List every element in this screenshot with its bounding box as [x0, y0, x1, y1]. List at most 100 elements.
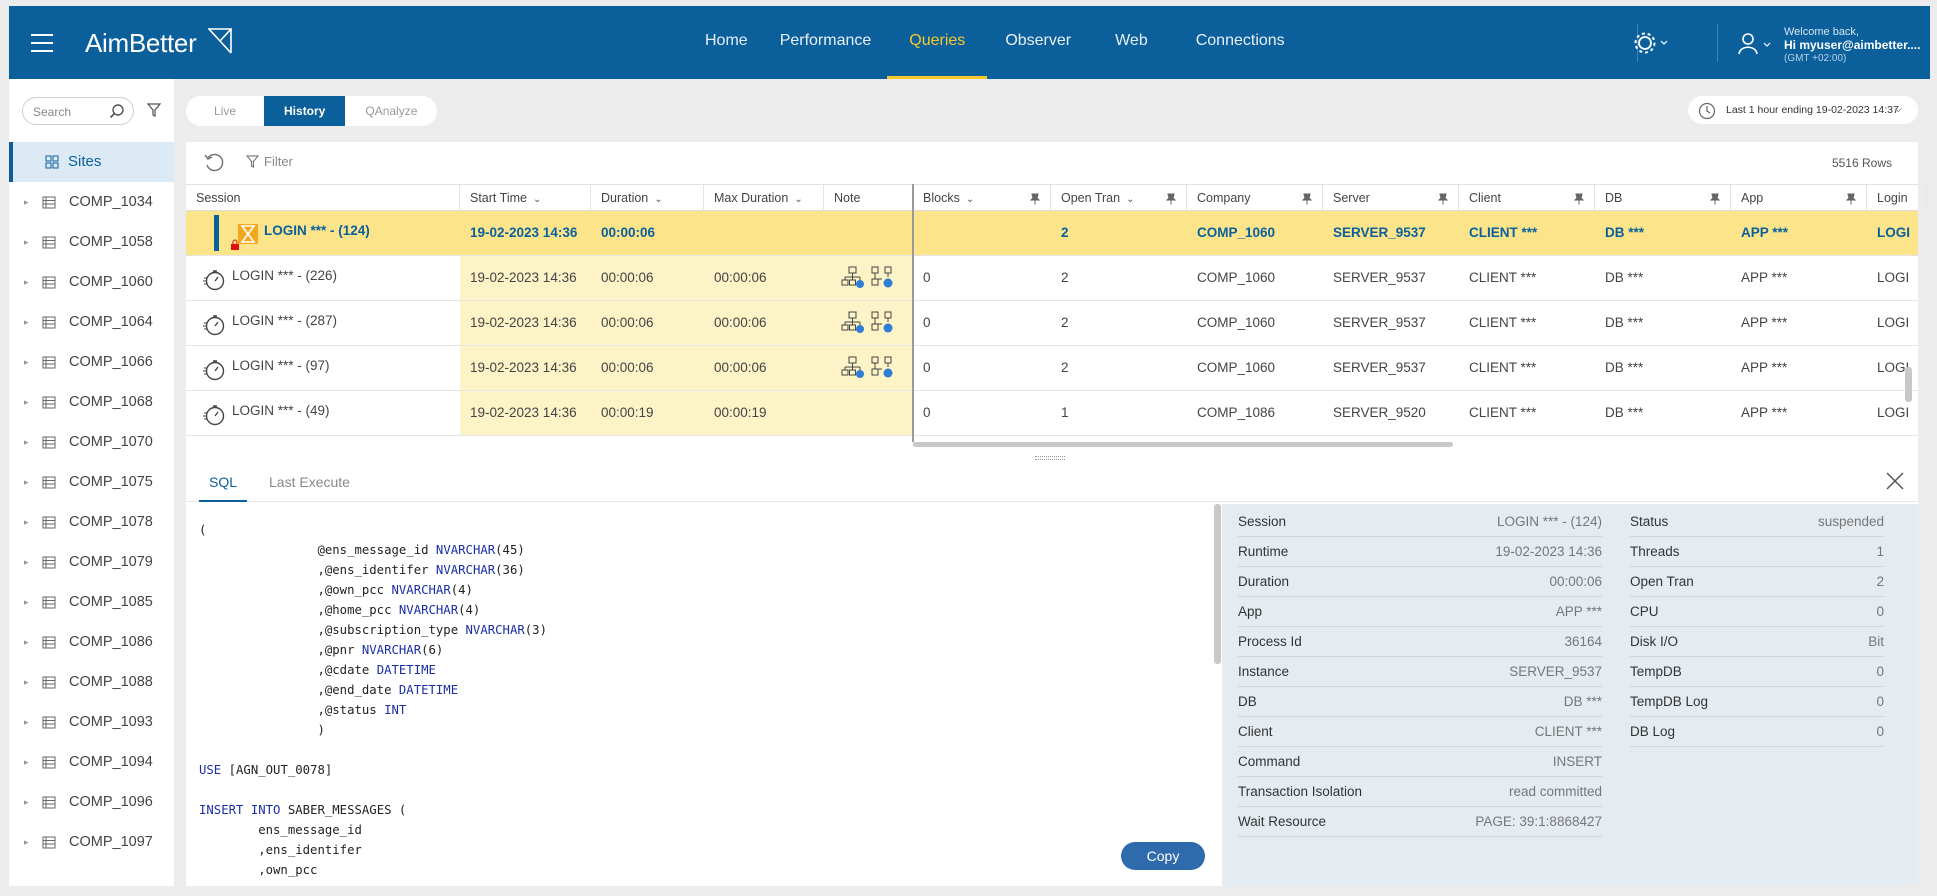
plan-compare-icon[interactable]: [870, 355, 894, 379]
chevron-right-icon[interactable]: ▸: [24, 757, 29, 767]
sidebar-item-comp_1034[interactable]: ▸ COMP_1034: [9, 182, 174, 222]
sidebar-item-comp_1079[interactable]: ▸ COMP_1079: [9, 542, 174, 582]
grid-filter-button[interactable]: Filter: [246, 154, 293, 169]
pin-icon[interactable]: [1438, 193, 1448, 205]
horizontal-scrollbar[interactable]: [913, 442, 1453, 447]
chevron-right-icon[interactable]: ▸: [24, 357, 29, 367]
mode-qanalyze[interactable]: QAnalyze: [365, 104, 418, 118]
sidebar-item-comp_1058[interactable]: ▸ COMP_1058: [9, 222, 174, 262]
column-header-duration[interactable]: Duration ⌄: [591, 185, 704, 212]
sort-chevron-icon[interactable]: ⌄: [1126, 194, 1135, 205]
sidebar-item-comp_1094[interactable]: ▸ COMP_1094: [9, 742, 174, 782]
pin-icon[interactable]: [1574, 193, 1584, 205]
column-header-blocks[interactable]: Blocks ⌄: [913, 185, 1051, 212]
sidebar-sites[interactable]: Sites: [9, 142, 174, 182]
table-row[interactable]: LOGIN *** - (287) 19-02-2023 14:36 00:00:0…: [186, 301, 1918, 346]
nav-performance[interactable]: Performance: [779, 32, 872, 49]
sidebar-item-comp_1078[interactable]: ▸ COMP_1078: [9, 502, 174, 542]
chevron-right-icon[interactable]: ▸: [24, 637, 29, 647]
execution-plan-icon[interactable]: [841, 355, 865, 379]
sidebar-item-comp_1096[interactable]: ▸ COMP_1096: [9, 782, 174, 822]
settings-gear-icon[interactable]: [1634, 32, 1670, 57]
plan-compare-icon[interactable]: [870, 310, 894, 334]
chevron-right-icon[interactable]: ▸: [24, 797, 29, 807]
sql-text[interactable]: ( @ens_message_id NVARCHAR(45) ,@ens_ide…: [199, 520, 1199, 880]
chevron-right-icon[interactable]: ▸: [24, 597, 29, 607]
user-icon[interactable]: [1737, 32, 1777, 59]
tab-last-execute[interactable]: Last Execute: [269, 474, 350, 490]
chevron-right-icon[interactable]: ▸: [24, 237, 29, 247]
table-row[interactable]: LOGIN *** - (97) 19-02-2023 14:36 00:00:06…: [186, 346, 1918, 391]
execution-plan-icon[interactable]: [841, 265, 865, 289]
chevron-right-icon[interactable]: ▸: [24, 197, 29, 207]
time-range-selector[interactable]: Last 1 hour ending 19-02-2023 14:37 ⌵: [1688, 96, 1918, 124]
chevron-right-icon[interactable]: ▸: [24, 277, 29, 287]
column-header-login[interactable]: Login: [1867, 185, 1927, 212]
sidebar-item-comp_1097[interactable]: ▸ COMP_1097: [9, 822, 174, 862]
nav-queries[interactable]: Queries: [887, 6, 988, 79]
chevron-right-icon[interactable]: ▸: [24, 437, 29, 447]
nav-home[interactable]: Home: [705, 32, 748, 49]
column-header-open-tran[interactable]: Open Tran ⌄: [1051, 185, 1187, 212]
table-row[interactable]: LOGIN *** - (49) 19-02-2023 14:36 00:00:19…: [186, 391, 1918, 436]
close-icon[interactable]: [1886, 472, 1904, 493]
sidebar-item-comp_1086[interactable]: ▸ COMP_1086: [9, 622, 174, 662]
search-input[interactable]: Search: [22, 97, 134, 125]
sidebar-item-comp_1060[interactable]: ▸ COMP_1060: [9, 262, 174, 302]
chevron-right-icon[interactable]: ▸: [24, 557, 29, 567]
mode-history[interactable]: History: [264, 96, 346, 126]
copy-button[interactable]: Copy: [1121, 842, 1205, 870]
sidebar-item-comp_1093[interactable]: ▸ COMP_1093: [9, 702, 174, 742]
vertical-scrollbar[interactable]: [1905, 367, 1912, 402]
chevron-right-icon[interactable]: ▸: [24, 397, 29, 407]
pin-icon[interactable]: [1710, 193, 1720, 205]
sidebar-item-comp_1085[interactable]: ▸ COMP_1085: [9, 582, 174, 622]
chevron-right-icon[interactable]: ▸: [24, 477, 29, 487]
sidebar-item-comp_1068[interactable]: ▸ COMP_1068: [9, 382, 174, 422]
chevron-right-icon[interactable]: ▸: [24, 517, 29, 527]
sidebar-item-comp_1066[interactable]: ▸ COMP_1066: [9, 342, 174, 382]
tab-sql[interactable]: SQL: [199, 462, 248, 502]
menu-icon[interactable]: [31, 34, 53, 52]
sql-scrollbar[interactable]: [1214, 504, 1221, 664]
nav-web[interactable]: Web: [1115, 32, 1148, 49]
sort-chevron-icon[interactable]: ⌄: [532, 194, 542, 205]
column-header-start-time[interactable]: Start Time ⌄: [460, 185, 591, 212]
pin-icon[interactable]: [1166, 193, 1176, 205]
pin-icon[interactable]: [1302, 193, 1312, 205]
divider: [1717, 24, 1718, 62]
refresh-icon[interactable]: [203, 152, 225, 177]
execution-plan-icon[interactable]: [841, 310, 865, 334]
pin-icon[interactable]: [1030, 193, 1040, 205]
info-row-threads: Threads 1: [1630, 537, 1884, 567]
sidebar-item-comp_1075[interactable]: ▸ COMP_1075: [9, 462, 174, 502]
chevron-right-icon[interactable]: ▸: [24, 837, 29, 847]
column-header-max-duration[interactable]: Max Duration ⌄: [704, 185, 824, 212]
user-welcome[interactable]: Welcome back, Hi myuser@aimbetter.... (G…: [1784, 26, 1920, 65]
chevron-right-icon[interactable]: ▸: [24, 677, 29, 687]
sort-chevron-icon[interactable]: ⌄: [654, 194, 663, 205]
table-row[interactable]: LOGIN *** - (226) 19-02-2023 14:36 00:00:0…: [186, 256, 1918, 301]
sidebar-item-comp_1088[interactable]: ▸ COMP_1088: [9, 662, 174, 702]
column-header-company[interactable]: Company: [1187, 185, 1323, 212]
chevron-right-icon[interactable]: ▸: [24, 317, 29, 327]
pin-icon[interactable]: [1846, 193, 1856, 205]
panel-splitter[interactable]: [1035, 456, 1065, 460]
table-row[interactable]: LOGIN *** - (124) 19-02-2023 14:36 00:00:0…: [186, 211, 1918, 256]
column-header-session[interactable]: Session: [186, 185, 460, 212]
nav-connections[interactable]: Connections: [1195, 32, 1285, 49]
sort-chevron-icon[interactable]: ⌄: [965, 194, 975, 205]
column-header-note[interactable]: Note: [824, 185, 913, 212]
mode-live[interactable]: Live: [214, 104, 237, 118]
chevron-right-icon[interactable]: ▸: [24, 717, 29, 727]
plan-compare-icon[interactable]: [870, 265, 894, 289]
sidebar-item-comp_1070[interactable]: ▸ COMP_1070: [9, 422, 174, 462]
nav-observer[interactable]: Observer: [1005, 32, 1072, 49]
column-header-db[interactable]: DB: [1595, 185, 1731, 212]
sort-chevron-icon[interactable]: ⌄: [794, 194, 803, 205]
column-header-client[interactable]: Client: [1459, 185, 1595, 212]
sidebar-item-comp_1064[interactable]: ▸ COMP_1064: [9, 302, 174, 342]
column-header-app[interactable]: App: [1731, 185, 1867, 212]
filter-icon[interactable]: [146, 103, 162, 120]
column-header-server[interactable]: Server: [1323, 185, 1459, 212]
